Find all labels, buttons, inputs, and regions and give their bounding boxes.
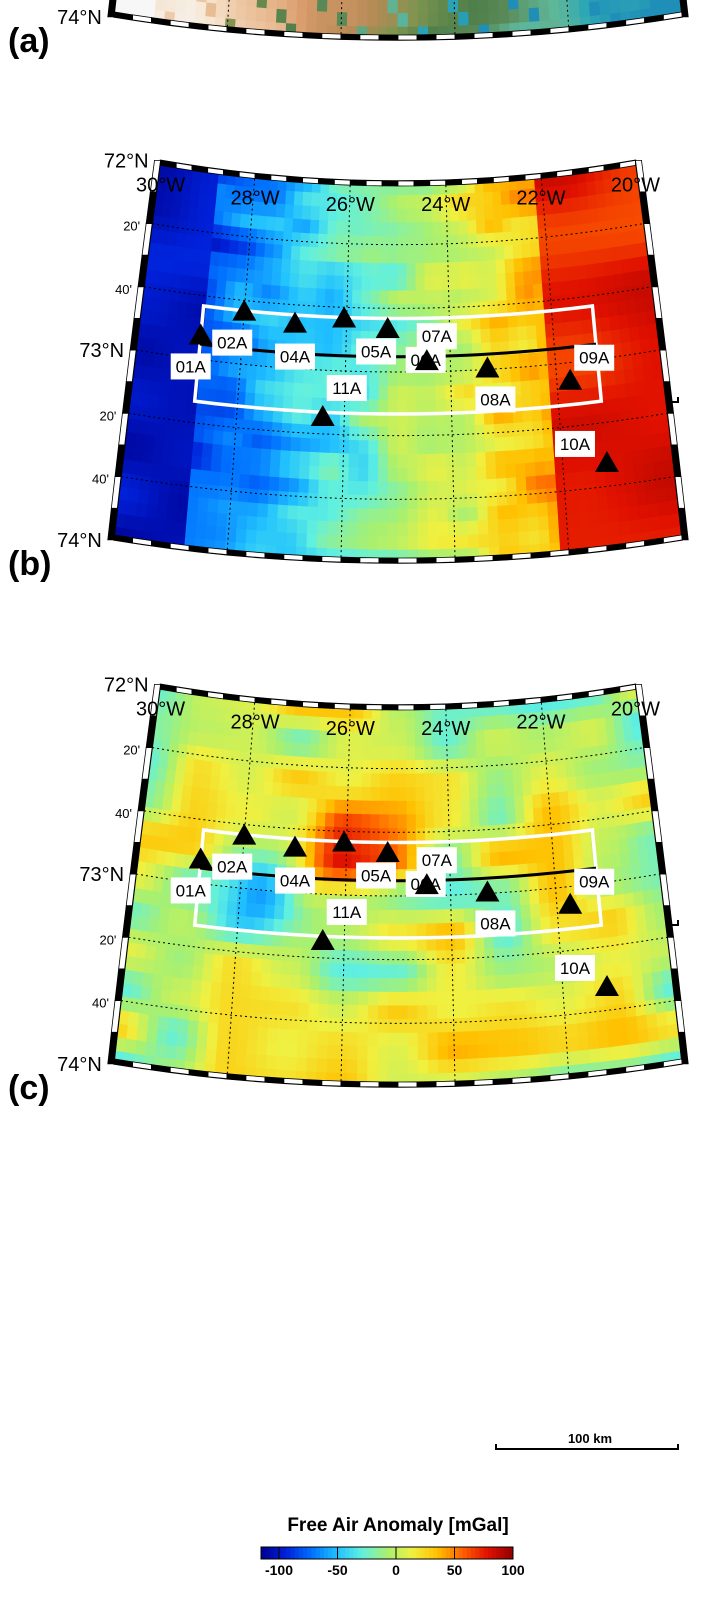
latitude-label: 72°N <box>104 674 149 696</box>
station-label: 10A <box>560 959 591 978</box>
latitude-label: 73°N <box>79 340 124 362</box>
station-label: 01A <box>176 881 207 900</box>
scale-bar-label: 100 km <box>568 1431 612 1446</box>
panel-letter: (c) <box>8 1069 50 1107</box>
station-label: 07A <box>422 327 453 346</box>
station-label: 08A <box>480 390 511 409</box>
longitude-label: 26°W <box>326 194 375 216</box>
colorbar-tick-label: -50 <box>327 1562 347 1578</box>
colorbar-tick-label: -100 <box>265 1562 293 1578</box>
station-label: 09A <box>579 873 610 892</box>
longitude-label: 28°W <box>230 712 279 734</box>
longitude-label: 24°W <box>421 194 470 216</box>
station-label: 07A <box>422 851 453 870</box>
station-label: 05A <box>361 342 392 361</box>
station-label: 11A <box>332 379 362 398</box>
station-label: 11A <box>332 903 362 922</box>
longitude-label: 30°W <box>136 698 185 720</box>
latitude-label: 20' <box>99 932 116 947</box>
latitude-label: 40' <box>92 472 109 487</box>
longitude-label: 24°W <box>421 718 470 740</box>
station-label: 04A <box>280 872 311 891</box>
station-label: 10A <box>560 435 591 454</box>
latitude-label: 72°N <box>104 150 149 172</box>
station-label: 02A <box>217 858 248 877</box>
latitude-label: 74°N <box>57 7 102 29</box>
longitude-label: 20°W <box>611 698 660 720</box>
colorbar-tick-label: 50 <box>447 1562 463 1578</box>
longitude-label: 28°W <box>230 188 279 210</box>
topo-raster <box>114 0 682 40</box>
latitude-label: 73°N <box>79 864 124 886</box>
panel-c: 01A02A04A05A06A07A08A09A10A11A100 km74°N… <box>8 674 688 1578</box>
panel-letter: (a) <box>8 22 50 60</box>
latitude-label: 40' <box>115 806 132 821</box>
longitude-label: 30°W <box>136 174 185 196</box>
colorbar: -100 -50 0 50 100 <box>261 1547 525 1578</box>
station-label: 01A <box>176 357 207 376</box>
station-label: 08A <box>480 914 511 933</box>
station-label: 02A <box>217 334 248 353</box>
latitude-label: 40' <box>115 282 132 297</box>
latitude-label: 20' <box>123 219 140 234</box>
station-label: 09A <box>579 349 610 368</box>
scale-bar: 100 km <box>496 1431 678 1450</box>
colorbar-tick-label: 100 <box>501 1562 525 1578</box>
latitude-label: 20' <box>123 743 140 758</box>
longitude-label: 22°W <box>516 188 565 210</box>
station-label: 05A <box>361 866 392 885</box>
panel-letter: (b) <box>8 545 51 583</box>
latitude-label: 40' <box>92 996 109 1011</box>
latitude-label: 74°N <box>57 1054 102 1076</box>
station-label: 04A <box>280 348 311 367</box>
longitude-label: 20°W <box>611 174 660 196</box>
latitude-label: 74°N <box>57 530 102 552</box>
colorbar-tick-label: 0 <box>392 1562 400 1578</box>
panel-title: Free Air Anomaly [mGal] <box>287 1515 508 1536</box>
longitude-label: 26°W <box>326 718 375 740</box>
longitude-label: 22°W <box>516 712 565 734</box>
latitude-label: 20' <box>99 408 116 423</box>
